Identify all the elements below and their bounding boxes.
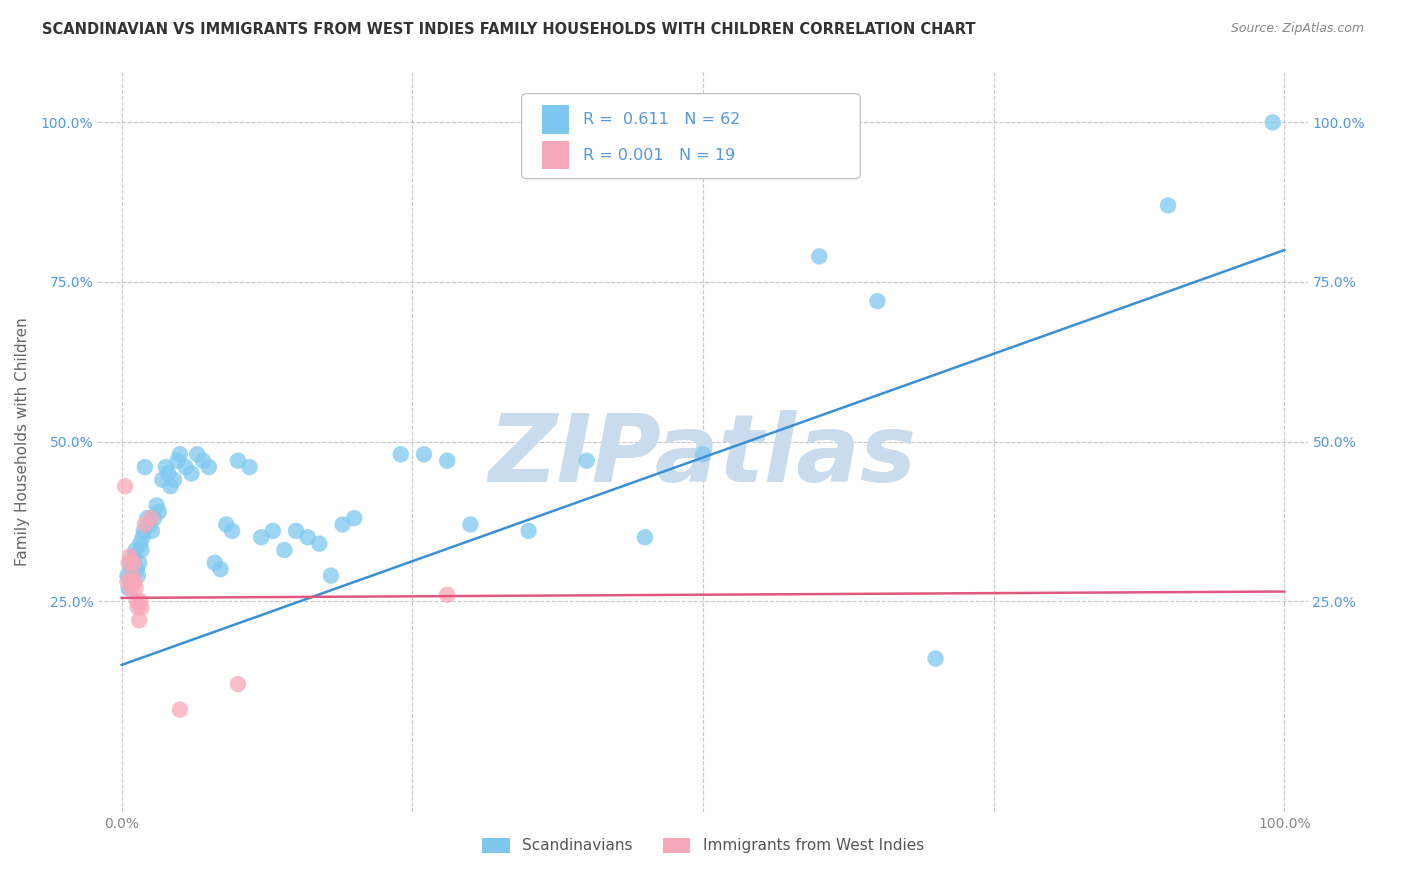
- Point: [226, 453, 249, 467]
- Point: [159, 479, 181, 493]
- Point: [121, 568, 143, 582]
- Point: [117, 568, 139, 582]
- Point: [124, 582, 146, 596]
- Point: [634, 530, 657, 544]
- Text: R =  0.611   N = 62: R = 0.611 N = 62: [583, 112, 741, 127]
- Point: [226, 677, 249, 691]
- Point: [262, 524, 284, 538]
- Point: [150, 473, 173, 487]
- Legend: Scandinavians, Immigrants from West Indies: Scandinavians, Immigrants from West Indi…: [477, 831, 929, 860]
- Point: [343, 511, 366, 525]
- Point: [118, 556, 141, 570]
- Point: [141, 524, 163, 538]
- Point: [198, 460, 221, 475]
- Point: [436, 453, 458, 467]
- Point: [136, 511, 159, 525]
- Point: [145, 499, 167, 513]
- Text: ZIPatlas: ZIPatlas: [489, 410, 917, 502]
- Point: [129, 594, 152, 608]
- Point: [191, 453, 214, 467]
- Point: [239, 460, 262, 475]
- Point: [332, 517, 354, 532]
- Point: [575, 453, 598, 467]
- Point: [209, 562, 232, 576]
- Point: [1261, 115, 1284, 129]
- Point: [436, 588, 458, 602]
- Point: [120, 574, 142, 589]
- FancyBboxPatch shape: [522, 94, 860, 178]
- Point: [155, 460, 177, 475]
- Point: [143, 511, 166, 525]
- Point: [273, 543, 295, 558]
- Point: [134, 460, 156, 475]
- Point: [124, 574, 146, 589]
- Point: [866, 294, 889, 309]
- Point: [285, 524, 308, 538]
- Point: [122, 549, 145, 564]
- Point: [221, 524, 243, 538]
- Point: [163, 473, 186, 487]
- Point: [121, 562, 143, 576]
- Point: [138, 517, 160, 532]
- Point: [125, 594, 148, 608]
- Point: [129, 536, 152, 550]
- Point: [1157, 198, 1180, 212]
- Point: [389, 447, 412, 461]
- Point: [114, 479, 136, 493]
- Point: [127, 600, 149, 615]
- Point: [174, 460, 197, 475]
- Point: [131, 530, 153, 544]
- Point: [308, 536, 330, 550]
- Point: [215, 517, 238, 532]
- Point: [122, 556, 145, 570]
- Point: [157, 467, 180, 481]
- Point: [692, 447, 714, 461]
- Point: [169, 447, 191, 461]
- Point: [118, 582, 141, 596]
- Point: [180, 467, 202, 481]
- Point: [125, 562, 148, 576]
- Point: [118, 549, 141, 564]
- Point: [134, 517, 156, 532]
- Point: [204, 556, 226, 570]
- Bar: [543, 105, 569, 134]
- Point: [319, 568, 342, 582]
- Point: [131, 543, 153, 558]
- Point: [120, 582, 142, 596]
- Text: R = 0.001   N = 19: R = 0.001 N = 19: [583, 147, 735, 162]
- Y-axis label: Family Households with Children: Family Households with Children: [15, 318, 30, 566]
- Point: [118, 556, 141, 570]
- Text: SCANDINAVIAN VS IMMIGRANTS FROM WEST INDIES FAMILY HOUSEHOLDS WITH CHILDREN CORR: SCANDINAVIAN VS IMMIGRANTS FROM WEST IND…: [42, 22, 976, 37]
- Point: [166, 453, 188, 467]
- Point: [139, 511, 162, 525]
- Point: [117, 574, 139, 589]
- Point: [148, 505, 170, 519]
- Point: [460, 517, 482, 532]
- Point: [517, 524, 540, 538]
- Point: [124, 543, 146, 558]
- Point: [808, 250, 831, 264]
- Bar: [543, 141, 569, 169]
- Point: [132, 524, 155, 538]
- Text: Source: ZipAtlas.com: Source: ZipAtlas.com: [1230, 22, 1364, 36]
- Point: [128, 613, 150, 627]
- Point: [124, 556, 146, 570]
- Point: [297, 530, 319, 544]
- Point: [131, 600, 153, 615]
- Point: [169, 703, 191, 717]
- Point: [127, 568, 149, 582]
- Point: [250, 530, 273, 544]
- Point: [128, 556, 150, 570]
- Point: [413, 447, 436, 461]
- Point: [186, 447, 208, 461]
- Point: [924, 651, 946, 665]
